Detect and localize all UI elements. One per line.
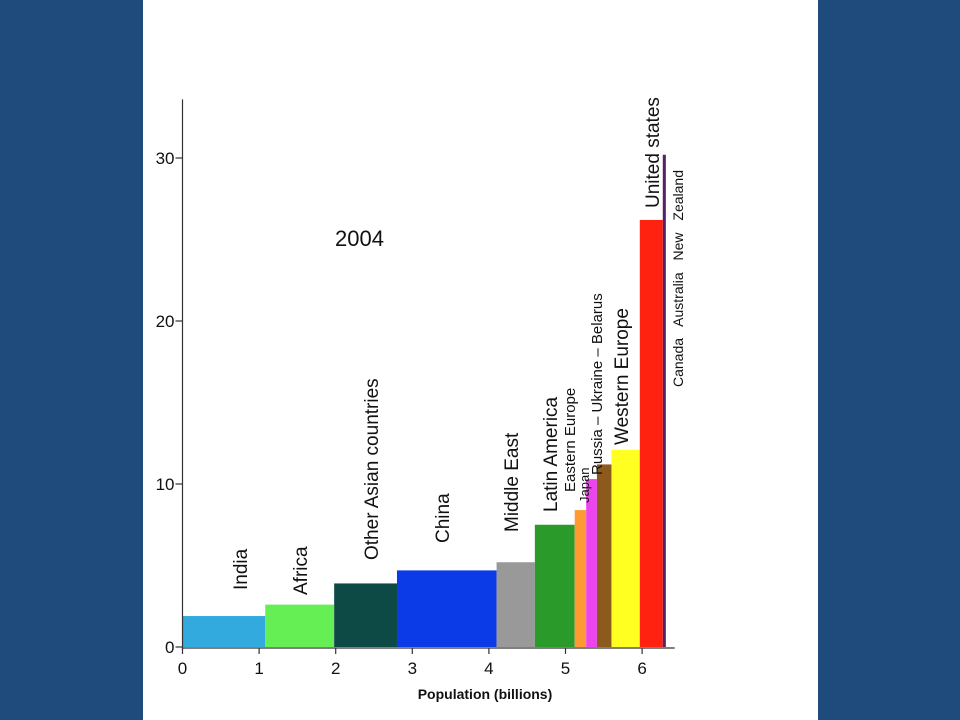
bar-india bbox=[182, 616, 266, 647]
label-other-asian-countries: Other Asian countries bbox=[362, 378, 383, 560]
bar-latin-america bbox=[534, 524, 575, 647]
bar-western-europe bbox=[611, 449, 640, 647]
axes-group: 0 1 2 3 4 5 6 0 10 20 30 bbox=[156, 99, 675, 678]
label-russia-ukraine-belarus: Russia – Ukraine – Belarus bbox=[589, 293, 606, 475]
label-eastern-europe: Eastern Europe bbox=[562, 388, 579, 492]
label-canada-australia-new-zealand: Canada Australia New Zealand bbox=[670, 170, 686, 387]
x-tick-label: 3 bbox=[408, 659, 417, 678]
label-united-states: United states bbox=[643, 97, 664, 208]
slide-panel: India Africa Other Asian countries China Mid… bbox=[143, 0, 818, 720]
bar-labels-group: India Africa Other Asian countries China Mid… bbox=[231, 97, 686, 595]
x-tick-label: 6 bbox=[637, 659, 646, 678]
x-tick-label: 5 bbox=[561, 659, 570, 678]
bars-group bbox=[182, 154, 666, 648]
bar-japan bbox=[586, 479, 597, 647]
population-bar-chart: India Africa Other Asian countries China Mid… bbox=[156, 97, 686, 702]
bar-eastern-europe bbox=[574, 510, 587, 647]
y-tick-label: 10 bbox=[156, 475, 175, 494]
bar-other-asian-countries bbox=[334, 583, 397, 647]
label-africa: Africa bbox=[291, 546, 312, 595]
bar-middle-east bbox=[496, 562, 535, 647]
x-tick-label: 1 bbox=[254, 659, 263, 678]
x-axis-label: Population (billions) bbox=[418, 686, 553, 702]
bar-russia-ukraine-belarus bbox=[596, 464, 612, 647]
x-tick-label: 0 bbox=[178, 659, 187, 678]
bar-china bbox=[396, 570, 497, 647]
y-tick-label: 0 bbox=[165, 638, 174, 657]
y-tick-label: 20 bbox=[156, 312, 175, 331]
bar-africa bbox=[265, 604, 335, 647]
bar-canada-australia-new-zealand bbox=[662, 154, 666, 648]
label-india: India bbox=[231, 548, 252, 590]
x-tick-label: 2 bbox=[331, 659, 340, 678]
chart-title: 2004 bbox=[335, 226, 384, 251]
label-latin-america: Latin America bbox=[541, 396, 562, 512]
label-middle-east: Middle East bbox=[502, 432, 523, 532]
y-tick-label: 30 bbox=[156, 149, 175, 168]
bar-united-states bbox=[639, 219, 663, 647]
label-china: China bbox=[433, 493, 454, 543]
label-western-europe: Western Europe bbox=[612, 308, 633, 445]
label-japan: Japan bbox=[577, 468, 592, 503]
x-tick-label: 4 bbox=[484, 659, 493, 678]
